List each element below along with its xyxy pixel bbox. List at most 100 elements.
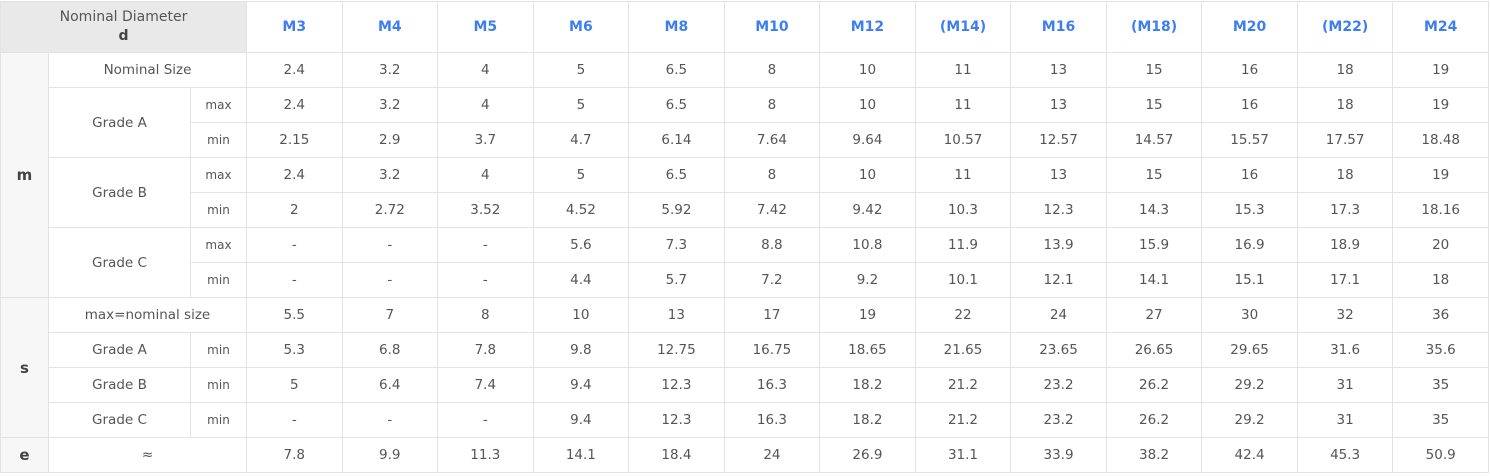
row-qualifier: max [190,227,247,263]
value-cell: 11 [914,157,1012,193]
row-label: Grade A [48,332,191,368]
value-cell: 9.42 [819,192,916,228]
value-cell: 8 [437,297,534,333]
value-cell: 9.8 [532,332,630,368]
value-cell: 12.3 [1010,192,1107,228]
value-cell: 3.2 [341,87,439,123]
row-label: Grade C [48,402,191,438]
value-cell: 8 [723,52,821,88]
value-cell: 16 [1201,52,1298,88]
value-cell: 9.4 [532,402,630,438]
value-cell: 17 [723,297,821,333]
value-cell: 26.65 [1105,332,1203,368]
value-cell: 29.2 [1201,367,1298,403]
row-qualifier: min [190,192,247,228]
row-qualifier: min [190,332,247,368]
value-cell: 19 [1392,52,1489,88]
value-cell: 15.1 [1201,262,1298,298]
value-cell: - [437,262,534,298]
column-header: M3 [246,1,343,53]
value-cell: 6.8 [341,332,439,368]
value-cell: 6.5 [628,157,725,193]
column-header: M5 [437,1,534,53]
value-cell: 16 [1201,157,1298,193]
value-cell: 7.3 [628,227,725,263]
table-row: min - - -4.4 5.7 7.2 9.2 10.1 12.1 14.1 15.1 17.1 18 [1,262,1489,298]
value-cell: 3.7 [437,122,534,158]
row-qualifier: max [190,157,247,193]
value-cell: 2.72 [341,192,439,228]
value-cell: 10.8 [819,227,916,263]
value-cell: 31 [1296,367,1394,403]
value-cell: 21.2 [914,367,1012,403]
value-cell: 19 [1392,157,1489,193]
value-cell: - [437,402,534,438]
value-cell: 12.1 [1010,262,1107,298]
value-cell: 18.16 [1392,192,1489,228]
value-cell: 2.15 [246,122,343,158]
value-cell: 12.57 [1010,122,1107,158]
value-cell: 7.4 [437,367,534,403]
value-cell: 2.4 [246,87,343,123]
value-cell: 10.1 [914,262,1012,298]
value-cell: 16.3 [723,367,821,403]
row-label: ≈ [48,437,247,473]
value-cell: 6.4 [341,367,439,403]
value-cell: - [246,262,343,298]
value-cell: 7.64 [723,122,821,158]
value-cell: 10.3 [914,192,1012,228]
value-cell: 33.9 [1010,437,1107,473]
column-header: (M14) [914,1,1012,53]
value-cell: 13 [1010,157,1107,193]
table-row: s max=nominal size 5.5 7 8 10 13 17 19 22 24 27 30 32… [0,297,1489,438]
value-cell: 7.8 [246,437,343,473]
value-cell: 35 [1392,402,1489,438]
corner-cell: Nominal Diameter d [0,1,247,53]
value-cell: - [341,227,439,263]
value-cell: 18.48 [1392,122,1489,158]
table-row: min 2.15 2.9 3.7 4.7 6.14 7.64 9.64 10.57 12.57 14… [1,122,1489,158]
value-cell: 14.57 [1105,122,1203,158]
value-cell: 17.1 [1296,262,1394,298]
value-cell: 19 [819,297,916,333]
value-cell: 31 [1296,402,1394,438]
value-cell: 18.4 [628,437,725,473]
value-cell: 14.3 [1105,192,1203,228]
value-cell: 26.9 [819,437,916,473]
value-cell: 4.7 [532,122,630,158]
group-label: e [0,437,49,473]
value-cell: 23.2 [1010,402,1107,438]
value-cell: 18.2 [819,402,916,438]
table-row: m Nominal Size 2.4 3.2 4 5 6.5 8 10 11 13 15 16 18 19 [0,52,1489,298]
value-cell: 15.9 [1105,227,1203,263]
row-qualifier: min [190,402,247,438]
value-cell: 3.2 [341,157,439,193]
value-cell: 5.92 [628,192,725,228]
value-cell: 5.5 [246,297,343,333]
value-cell: - [341,262,439,298]
value-cell: 11 [914,52,1012,88]
value-cell: 9.9 [341,437,439,473]
column-header: M12 [819,1,916,53]
value-cell: 13 [628,297,725,333]
value-cell: 23.65 [1010,332,1107,368]
value-cell: 16.75 [723,332,821,368]
value-cell: 18 [1296,157,1394,193]
value-cell: 15.3 [1201,192,1298,228]
value-cell: 12.3 [628,402,725,438]
value-cell: 18 [1296,87,1394,123]
value-cell: 17.57 [1296,122,1394,158]
group-label: m [0,52,49,298]
value-cell: 17.3 [1296,192,1394,228]
value-cell: 3.2 [341,52,439,88]
value-cell: 27 [1105,297,1203,333]
value-cell: 3.52 [437,192,534,228]
row-label: Grade B [48,367,191,403]
value-cell: 15 [1105,157,1203,193]
value-cell: 2.4 [246,52,343,88]
row-qualifier: min [190,122,247,158]
